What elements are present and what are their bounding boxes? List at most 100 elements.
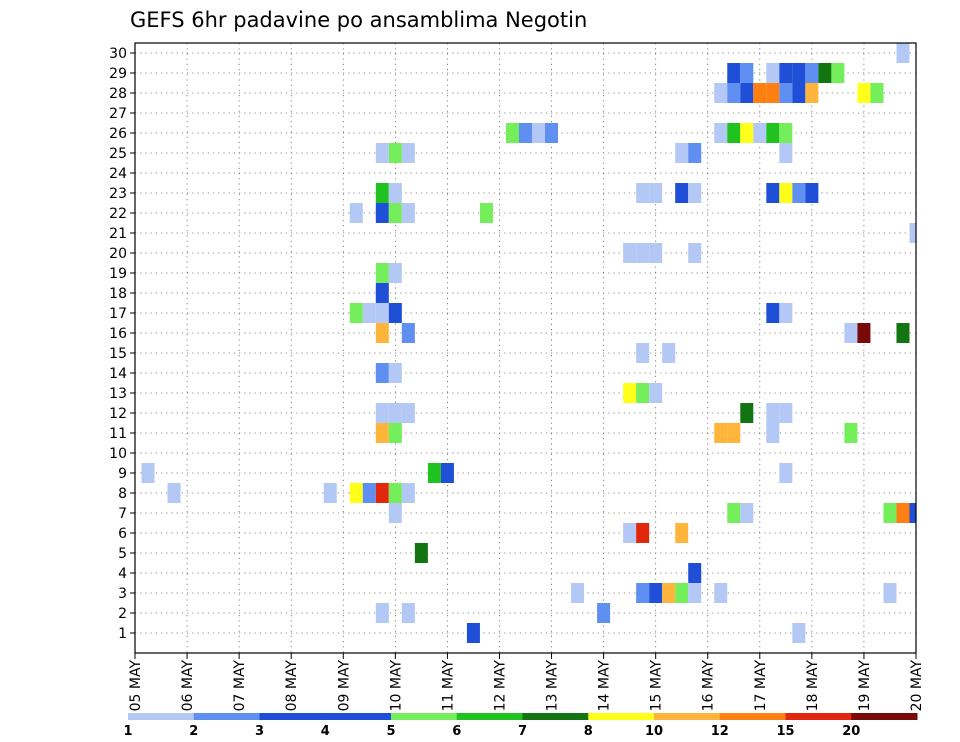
- heatmap-cell: [766, 123, 780, 143]
- heatmap-cell: [375, 303, 389, 323]
- heatmap-cell: [805, 183, 819, 203]
- heatmap-cell: [597, 603, 611, 623]
- colorbar-label: 3: [255, 724, 264, 739]
- heatmap-cell: [440, 463, 454, 483]
- heatmap-cell: [727, 63, 741, 83]
- heatmap-cell: [375, 423, 389, 443]
- heatmap-cell: [779, 63, 793, 83]
- heatmap-cell: [714, 583, 728, 603]
- y-tick-label: 20: [109, 246, 127, 262]
- heatmap-cell: [844, 323, 858, 343]
- heatmap-cell: [779, 403, 793, 423]
- heatmap-cell: [714, 83, 728, 103]
- y-tick-label: 3: [118, 586, 127, 602]
- heatmap-cell: [427, 463, 441, 483]
- heatmap-cell: [792, 623, 806, 643]
- heatmap-cell: [636, 583, 650, 603]
- heatmap-cell: [571, 583, 585, 603]
- colorbar-label: 2: [189, 724, 198, 739]
- x-tick-label: 17 MAY: [753, 660, 769, 712]
- heatmap-cell: [805, 83, 819, 103]
- heatmap-cell: [401, 203, 415, 223]
- heatmap-cell: [766, 303, 780, 323]
- y-tick-label: 21: [109, 226, 127, 242]
- heatmap-cell: [883, 583, 897, 603]
- heatmap-cell: [636, 383, 650, 403]
- heatmap-cell: [896, 503, 910, 523]
- y-tick-label: 12: [109, 406, 127, 422]
- y-tick-label: 11: [109, 426, 127, 442]
- y-tick-label: 5: [118, 546, 127, 562]
- heatmap-cell: [414, 543, 428, 563]
- heatmap-cell: [896, 323, 910, 343]
- colorbar-label: 15: [776, 724, 794, 739]
- heatmap-cell: [779, 183, 793, 203]
- colorbar-segment: [456, 713, 523, 720]
- plot-frame: [134, 42, 917, 654]
- heatmap-cell: [857, 323, 871, 343]
- heatmap-cell: [375, 143, 389, 163]
- colorbar-label: 10: [645, 724, 663, 739]
- heatmap-cell: [662, 343, 676, 363]
- heatmap-cell: [753, 123, 767, 143]
- heatmap-cell: [727, 123, 741, 143]
- heatmap-cell: [505, 123, 519, 143]
- heatmap-cell: [688, 563, 702, 583]
- heatmap-cell: [779, 463, 793, 483]
- x-tick-label: 05 MAY: [128, 660, 144, 712]
- y-tick-label: 27: [109, 106, 127, 122]
- y-tick-label: 4: [118, 566, 127, 582]
- x-axis-ticks: 05 MAY 06 MAY 07 MAY 08 MAY 09 MAY 10 MAY 11 M…: [128, 653, 925, 711]
- x-tick-label: 07 MAY: [232, 660, 248, 712]
- colorbar-segment: [259, 713, 326, 720]
- y-tick-label: 2: [118, 606, 127, 622]
- colorbar-segment: [851, 713, 918, 720]
- heatmap-cell: [636, 243, 650, 263]
- heatmap-cell: [362, 303, 376, 323]
- y-tick-label: 24: [109, 166, 127, 182]
- heatmap-cell: [623, 243, 637, 263]
- heatmap-cell: [753, 83, 767, 103]
- y-axis-ticks: 1234567891011121314151617181920212223242…: [109, 46, 135, 642]
- heatmap-cell: [662, 583, 676, 603]
- heatmap-cell: [675, 583, 689, 603]
- heatmap-cell: [792, 63, 806, 83]
- y-tick-label: 22: [109, 206, 127, 222]
- heatmap-cell: [675, 143, 689, 163]
- heatmap-cell: [766, 403, 780, 423]
- colorbar-label: 7: [518, 724, 527, 739]
- heatmap-cell: [766, 63, 780, 83]
- heatmap-cell: [518, 123, 533, 143]
- heatmap-cell: [766, 423, 780, 443]
- y-tick-label: 8: [118, 486, 127, 502]
- heatmap-cell: [779, 303, 793, 323]
- heatmap-cell: [766, 183, 780, 203]
- colorbar-segment: [325, 713, 392, 720]
- x-tick-label: 14 MAY: [597, 660, 613, 712]
- heatmap-cell: [727, 83, 741, 103]
- y-tick-label: 19: [109, 266, 127, 282]
- heatmap-cell: [375, 183, 389, 203]
- heatmap-cell: [375, 263, 389, 283]
- heatmap-cell: [479, 203, 493, 223]
- heatmap-cell: [466, 623, 480, 643]
- heatmap-cell: [623, 523, 637, 543]
- heatmap-cell: [388, 503, 402, 523]
- y-tick-label: 18: [109, 286, 127, 302]
- x-tick-label: 09 MAY: [336, 660, 352, 712]
- x-tick-label: 11 MAY: [440, 660, 456, 712]
- heatmap-cell: [388, 483, 402, 503]
- colorbar-segment: [785, 713, 852, 720]
- heatmap-cell: [805, 63, 819, 83]
- heatmap-cell: [779, 123, 793, 143]
- heatmap-cell: [857, 83, 871, 103]
- heatmap-cell: [401, 143, 415, 163]
- colorbar-segment: [128, 713, 195, 720]
- heatmap-cell: [792, 183, 806, 203]
- colorbar: 1 2 3 4 5 6 7 8 10 12 15 20: [123, 713, 918, 739]
- heatmap-cell: [636, 523, 650, 543]
- x-tick-label: 15 MAY: [649, 660, 665, 712]
- colorbar-label: 12: [711, 724, 729, 739]
- heatmap-cell: [909, 223, 916, 243]
- heatmap-cell: [649, 583, 663, 603]
